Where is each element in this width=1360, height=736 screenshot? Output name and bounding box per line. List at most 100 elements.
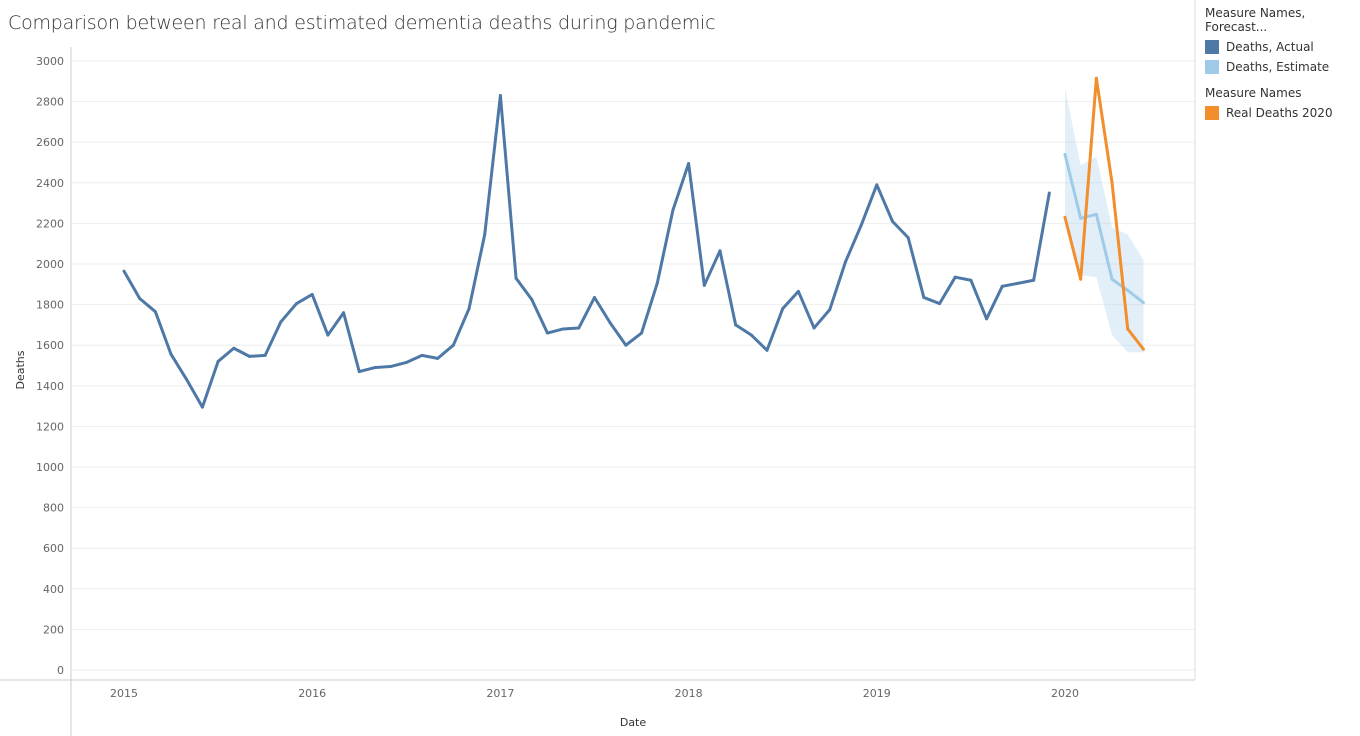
data-point	[906, 236, 910, 240]
legend-label-real: Real Deaths 2020	[1226, 106, 1333, 120]
x-axis-title: Date	[620, 716, 647, 729]
data-point	[1016, 281, 1020, 285]
data-point	[389, 365, 393, 369]
chart-title: Comparison between real and estimated de…	[8, 12, 716, 34]
y-tick-label: 1200	[36, 420, 64, 433]
data-point	[498, 94, 502, 98]
data-point	[781, 307, 785, 311]
data-point	[1000, 284, 1004, 288]
legend: Measure Names, Forecast... Deaths, Actua…	[1205, 6, 1360, 126]
legend-swatch-actual	[1205, 40, 1219, 54]
y-tick-label: 400	[43, 583, 64, 596]
legend-item-actual[interactable]: Deaths, Actual	[1205, 40, 1360, 54]
data-point	[640, 331, 644, 335]
data-point	[279, 320, 283, 324]
data-point	[1126, 288, 1130, 292]
data-point	[1063, 152, 1067, 156]
y-tick-label: 0	[57, 664, 64, 677]
data-point	[169, 352, 173, 356]
data-point	[624, 343, 628, 347]
x-tick-label: 2016	[298, 687, 326, 700]
data-point	[467, 307, 471, 311]
data-point	[1141, 301, 1145, 305]
data-point	[922, 295, 926, 299]
data-point	[718, 249, 722, 253]
data-point	[200, 405, 204, 409]
data-point	[1126, 327, 1130, 331]
data-point	[232, 346, 236, 350]
y-tick-label: 2600	[36, 136, 64, 149]
data-point	[373, 366, 377, 370]
data-point	[985, 317, 989, 321]
data-point	[138, 297, 142, 301]
x-tick-label: 2017	[486, 687, 514, 700]
data-point	[326, 333, 330, 337]
y-tick-label: 200	[43, 623, 64, 636]
legend-label-actual: Deaths, Actual	[1226, 40, 1314, 54]
y-tick-label: 1800	[36, 299, 64, 312]
data-point	[1032, 278, 1036, 282]
data-point	[655, 281, 659, 285]
y-tick-label: 2400	[36, 177, 64, 190]
data-point	[608, 321, 612, 325]
data-point	[483, 233, 487, 237]
data-point	[545, 331, 549, 335]
y-tick-label: 600	[43, 542, 64, 555]
data-point	[436, 356, 440, 360]
data-point	[263, 353, 267, 357]
data-point	[1079, 277, 1083, 281]
legend-item-estimate[interactable]: Deaths, Estimate	[1205, 60, 1360, 74]
data-point	[247, 354, 251, 358]
data-point	[420, 353, 424, 357]
data-point	[310, 292, 314, 296]
y-tick-label: 1000	[36, 461, 64, 474]
legend-item-real[interactable]: Real Deaths 2020	[1205, 106, 1360, 120]
data-point	[953, 275, 957, 279]
data-point	[530, 298, 534, 302]
data-point	[890, 219, 894, 223]
data-point	[687, 162, 691, 166]
data-point	[875, 183, 879, 187]
data-point	[561, 327, 565, 331]
data-point	[1110, 181, 1114, 185]
data-point	[938, 302, 942, 306]
data-point	[593, 295, 596, 299]
data-point	[671, 208, 675, 212]
legend-swatch-estimate	[1205, 60, 1219, 74]
data-point	[357, 370, 361, 374]
data-point	[749, 333, 753, 337]
data-point	[969, 278, 973, 282]
data-point	[1079, 216, 1083, 220]
y-tick-label: 1400	[36, 380, 64, 393]
x-tick-label: 2020	[1051, 687, 1079, 700]
data-point	[577, 326, 581, 330]
x-tick-label: 2018	[675, 687, 703, 700]
data-point	[812, 326, 816, 330]
legend-swatch-real	[1205, 106, 1219, 120]
data-point	[843, 260, 847, 264]
data-point	[765, 348, 769, 352]
y-tick-label: 2000	[36, 258, 64, 271]
data-point	[702, 283, 706, 287]
data-point	[514, 276, 518, 280]
data-point	[216, 359, 220, 363]
data-point	[122, 269, 126, 273]
y-tick-label: 3000	[36, 55, 64, 68]
series-line-deaths-estimate	[1063, 154, 1145, 304]
data-point	[1094, 212, 1098, 216]
data-point	[1110, 277, 1114, 281]
data-point	[185, 378, 189, 382]
data-point	[295, 302, 299, 306]
x-tick-label: 2019	[863, 687, 891, 700]
legend-title-forecast: Measure Names, Forecast...	[1205, 6, 1306, 34]
y-tick-label: 2800	[36, 96, 64, 109]
y-axis-title: Deaths	[14, 350, 27, 389]
data-point	[1094, 76, 1098, 80]
data-point	[342, 311, 346, 315]
y-tick-label: 2200	[36, 217, 64, 230]
data-point	[859, 223, 863, 227]
data-point	[451, 343, 455, 347]
y-tick-label: 1600	[36, 339, 64, 352]
data-point	[734, 323, 738, 327]
data-point	[1141, 347, 1145, 351]
